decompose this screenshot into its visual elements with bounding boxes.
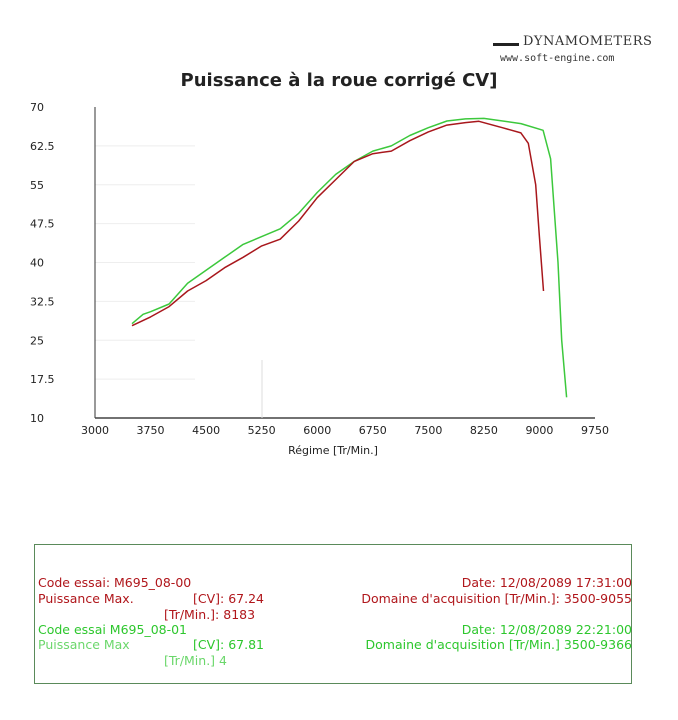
series-line-1 (131, 120, 545, 327)
y-tick-label: 70 (30, 101, 44, 114)
x-tick-label: 6750 (359, 424, 387, 437)
x-tick-label: 5250 (248, 424, 276, 437)
run1-date: Date: 12/08/2089 17:31:00 (461, 575, 632, 590)
run1-code: Code essai: M695_08-00 (38, 575, 192, 590)
x-tick-label: 9750 (581, 424, 609, 437)
run2-date: Date: 12/08/2089 22:21:00 (461, 622, 632, 637)
x-tick-label: 3750 (137, 424, 165, 437)
x-tick-label: 9000 (525, 424, 553, 437)
run1-domain: Domaine d'acquisition [Tr/Min.]: 3500-90… (361, 591, 632, 606)
run1-cv: [CV]: 67.24 (193, 591, 265, 606)
legend-box (34, 544, 632, 684)
x-axis-label: Régime [Tr/Min.] (288, 444, 378, 457)
y-tick-label: 17.5 (30, 373, 55, 386)
run2-rpm: [Tr/Min.] 4 (164, 653, 227, 668)
y-tick-label: 40 (30, 257, 44, 270)
run2-code: Code essai M695_08-01 (38, 622, 188, 637)
power-chart: 70 62.5 55 47.5 40 32.5 25 17.5 10 3000 3750 4500 52… (30, 101, 609, 457)
run2-pmax-label: Puissance Max (38, 637, 130, 652)
y-tick-label: 10 (30, 412, 44, 425)
x-tick-label: 8250 (470, 424, 498, 437)
chart-title: Puissance à la roue corrigé CV] (180, 70, 498, 91)
y-tick-label: 25 (30, 334, 44, 347)
y-tick-label: 47.5 (30, 218, 55, 231)
logo-bar (493, 43, 519, 46)
brand-logo: DYNAMOMETERS (523, 34, 653, 49)
run1-rpm: [Tr/Min.]: 8183 (164, 607, 256, 622)
series-line-2 (131, 117, 568, 398)
website-text: www.soft-engine.com (500, 53, 615, 64)
run2-domain: Domaine d'acquisition [Tr/Min.] 3500-936… (365, 637, 632, 652)
x-tick-label: 7500 (414, 424, 442, 437)
y-tick-label: 62.5 (30, 140, 55, 153)
run2-cv: [CV]: 67.81 (193, 637, 265, 652)
y-tick-label: 55 (30, 179, 44, 192)
x-tick-label: 4500 (192, 424, 220, 437)
x-tick-label: 3000 (81, 424, 109, 437)
run1-pmax-label: Puissance Max. (38, 591, 134, 606)
y-tick-label: 32.5 (30, 295, 55, 308)
x-tick-label: 6000 (303, 424, 331, 437)
